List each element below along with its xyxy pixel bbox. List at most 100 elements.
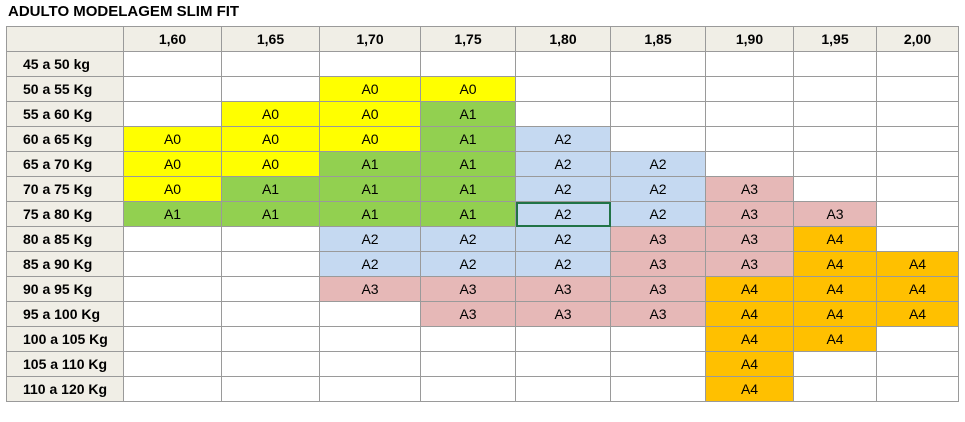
size-cell[interactable]: A3: [610, 301, 706, 327]
size-cell[interactable]: [610, 326, 706, 352]
size-cell[interactable]: [515, 376, 611, 402]
row-header[interactable]: 55 a 60 Kg: [6, 101, 124, 127]
size-cell[interactable]: A2: [610, 176, 706, 202]
size-cell[interactable]: [705, 101, 794, 127]
size-cell[interactable]: A1: [221, 201, 320, 227]
size-cell[interactable]: [610, 351, 706, 377]
size-cell[interactable]: A0: [319, 76, 421, 102]
size-cell[interactable]: A3: [515, 276, 611, 302]
size-cell[interactable]: A3: [515, 301, 611, 327]
size-cell[interactable]: A2: [515, 226, 611, 252]
size-cell[interactable]: [705, 51, 794, 77]
row-header[interactable]: 65 a 70 Kg: [6, 151, 124, 177]
size-cell[interactable]: [793, 126, 877, 152]
size-cell[interactable]: [876, 151, 959, 177]
size-cell[interactable]: [876, 351, 959, 377]
size-cell[interactable]: A2: [515, 201, 611, 227]
size-cell[interactable]: [876, 101, 959, 127]
column-header[interactable]: 1,80: [515, 26, 611, 52]
size-cell[interactable]: [610, 376, 706, 402]
size-cell[interactable]: [221, 301, 320, 327]
size-cell[interactable]: A3: [705, 201, 794, 227]
size-cell[interactable]: A1: [420, 101, 516, 127]
size-cell[interactable]: [420, 376, 516, 402]
size-cell[interactable]: A3: [705, 226, 794, 252]
size-cell[interactable]: [793, 76, 877, 102]
size-cell[interactable]: [123, 226, 222, 252]
size-cell[interactable]: A0: [319, 126, 421, 152]
size-cell[interactable]: A4: [793, 226, 877, 252]
row-header[interactable]: 70 a 75 Kg: [6, 176, 124, 202]
size-cell[interactable]: A1: [123, 201, 222, 227]
size-cell[interactable]: [319, 351, 421, 377]
size-cell[interactable]: A2: [515, 251, 611, 277]
size-cell[interactable]: [221, 226, 320, 252]
size-cell[interactable]: [123, 326, 222, 352]
size-cell[interactable]: A0: [221, 151, 320, 177]
corner-cell[interactable]: [6, 26, 124, 52]
size-cell[interactable]: A3: [610, 251, 706, 277]
size-cell[interactable]: A2: [610, 151, 706, 177]
size-cell[interactable]: [876, 326, 959, 352]
size-cell[interactable]: [221, 351, 320, 377]
size-cell[interactable]: A3: [420, 301, 516, 327]
column-header[interactable]: 1,65: [221, 26, 320, 52]
size-cell[interactable]: A4: [793, 276, 877, 302]
size-cell[interactable]: [123, 251, 222, 277]
row-header[interactable]: 60 a 65 Kg: [6, 126, 124, 152]
size-cell[interactable]: [319, 376, 421, 402]
size-cell[interactable]: [221, 51, 320, 77]
size-cell[interactable]: [610, 126, 706, 152]
size-cell[interactable]: A0: [123, 176, 222, 202]
size-cell[interactable]: A0: [123, 151, 222, 177]
size-cell[interactable]: A2: [515, 151, 611, 177]
size-cell[interactable]: [610, 101, 706, 127]
size-cell[interactable]: A3: [793, 201, 877, 227]
size-cell[interactable]: [319, 326, 421, 352]
row-header[interactable]: 80 a 85 Kg: [6, 226, 124, 252]
size-cell[interactable]: A1: [221, 176, 320, 202]
size-cell[interactable]: A1: [420, 126, 516, 152]
column-header[interactable]: 1,95: [793, 26, 877, 52]
row-header[interactable]: 85 a 90 Kg: [6, 251, 124, 277]
size-cell[interactable]: [123, 351, 222, 377]
size-cell[interactable]: [793, 376, 877, 402]
size-cell[interactable]: A1: [319, 151, 421, 177]
size-cell[interactable]: [319, 51, 421, 77]
size-cell[interactable]: A3: [420, 276, 516, 302]
size-cell[interactable]: [876, 51, 959, 77]
size-cell[interactable]: [123, 76, 222, 102]
size-cell[interactable]: [515, 326, 611, 352]
size-cell[interactable]: [420, 326, 516, 352]
size-cell[interactable]: [610, 51, 706, 77]
size-cell[interactable]: A2: [610, 201, 706, 227]
size-cell[interactable]: A1: [319, 176, 421, 202]
size-cell[interactable]: A4: [876, 301, 959, 327]
size-cell[interactable]: A3: [610, 226, 706, 252]
size-cell[interactable]: A4: [705, 301, 794, 327]
size-cell[interactable]: [221, 376, 320, 402]
size-cell[interactable]: [793, 101, 877, 127]
column-header[interactable]: 1,85: [610, 26, 706, 52]
size-cell[interactable]: A2: [319, 226, 421, 252]
size-cell[interactable]: A0: [221, 101, 320, 127]
size-cell[interactable]: [515, 76, 611, 102]
size-cell[interactable]: [705, 76, 794, 102]
size-cell[interactable]: A4: [705, 276, 794, 302]
size-cell[interactable]: [319, 301, 421, 327]
size-cell[interactable]: A2: [515, 176, 611, 202]
size-cell[interactable]: A4: [876, 276, 959, 302]
size-cell[interactable]: [876, 201, 959, 227]
size-cell[interactable]: A1: [420, 201, 516, 227]
size-cell[interactable]: A0: [319, 101, 421, 127]
column-header[interactable]: 1,60: [123, 26, 222, 52]
row-header[interactable]: 100 a 105 Kg: [6, 326, 124, 352]
size-cell[interactable]: [420, 51, 516, 77]
size-cell[interactable]: A2: [515, 126, 611, 152]
size-cell[interactable]: [793, 176, 877, 202]
column-header[interactable]: 1,90: [705, 26, 794, 52]
row-header[interactable]: 95 a 100 Kg: [6, 301, 124, 327]
size-cell[interactable]: [221, 251, 320, 277]
size-cell[interactable]: [123, 276, 222, 302]
size-cell[interactable]: A4: [793, 301, 877, 327]
